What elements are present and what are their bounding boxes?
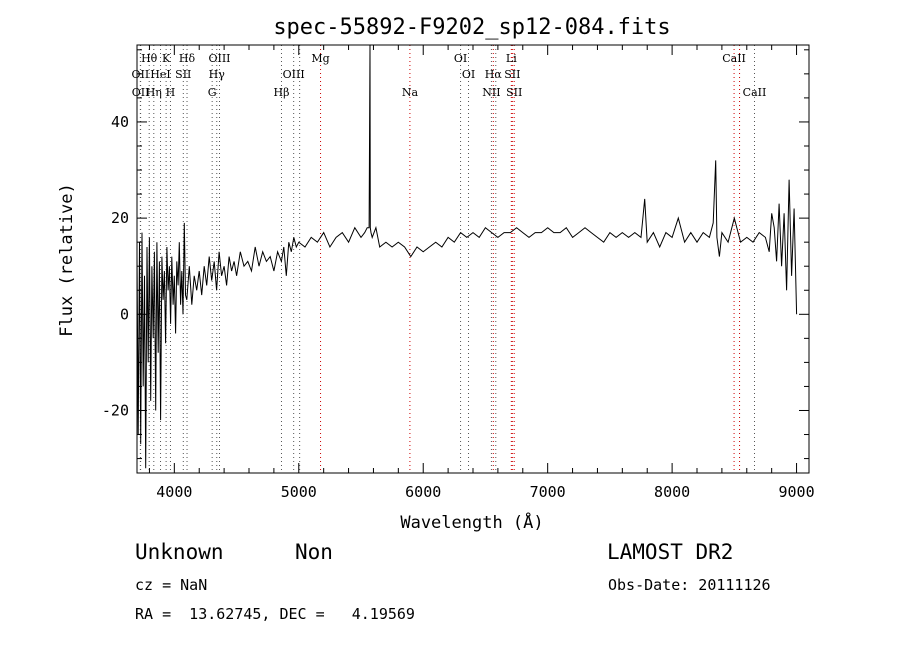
line-marker-label: HeI [150, 68, 170, 81]
plot-frame [136, 44, 810, 474]
coordinates: RA = 13.62745, DEC = 4.19569 [135, 605, 415, 623]
line-marker-label: NII [482, 86, 500, 99]
plot-border [136, 44, 810, 474]
line-marker-label: SII [504, 68, 520, 81]
line-marker-label: Hα [485, 68, 503, 81]
spectral-line-markers [139, 45, 755, 473]
line-marker-label: Hγ [209, 68, 226, 81]
line-marker-label: Na [402, 86, 419, 99]
line-marker-label: OII [132, 68, 150, 81]
survey-name: LAMOST DR2 [607, 540, 734, 564]
line-marker-label: SII [506, 86, 522, 99]
spectrum-series [136, 44, 798, 469]
line-marker-label: Hβ [274, 86, 290, 99]
x-axis: 4000 5000 6000 7000 8000 9000 [148, 45, 815, 501]
line-marker-label: OIII [208, 52, 230, 65]
y-tick-label: 0 [120, 305, 129, 323]
y-tick-label: 40 [111, 113, 129, 131]
line-marker-label: H [166, 86, 176, 99]
x-tick-label: 9000 [778, 483, 814, 501]
redshift-value: cz = NaN [135, 576, 208, 594]
line-marker-label: CaII [743, 86, 767, 99]
line-marker-label: Hθ [141, 52, 158, 65]
line-marker-label: K [162, 52, 171, 65]
line-marker-label: SII [175, 68, 191, 81]
x-tick-label: 7000 [530, 483, 566, 501]
x-tick-label: 4000 [156, 483, 192, 501]
y-axis-label: Flux (relative) [57, 183, 77, 337]
object-class: Unknown [135, 540, 224, 564]
x-axis-label: Wavelength (Å) [400, 511, 543, 533]
x-tick-label: 5000 [281, 483, 317, 501]
y-tick-label: 20 [111, 209, 129, 227]
line-marker-label: Mg [311, 52, 329, 65]
line-marker-label: G [208, 86, 217, 99]
object-subclass: Non [295, 540, 333, 564]
observation-date: Obs-Date: 20111126 [608, 576, 771, 594]
chart-title: spec-55892-F9202_sp12-084.fits [273, 15, 670, 40]
line-marker-label: Hη [146, 86, 162, 99]
spectrum-line [136, 44, 798, 469]
marker-labels: OII OII Hθ Hη HeI K H SII Hδ G Hγ OIII Hβ OIII Mg Na OI O… [132, 52, 767, 99]
line-marker-label: Hδ [179, 52, 196, 65]
line-marker-label: CaII [722, 52, 746, 65]
line-marker-label: OI [462, 68, 475, 81]
line-marker-label: OIII [283, 68, 305, 81]
y-tick-label: -20 [102, 401, 129, 419]
line-marker-label: OII [132, 86, 150, 99]
line-marker-label: OI [454, 52, 467, 65]
line-marker-label: Li [506, 52, 517, 65]
y-axis: -20 0 20 40 [102, 49, 809, 460]
x-tick-label: 8000 [654, 483, 690, 501]
x-tick-label: 6000 [405, 483, 441, 501]
